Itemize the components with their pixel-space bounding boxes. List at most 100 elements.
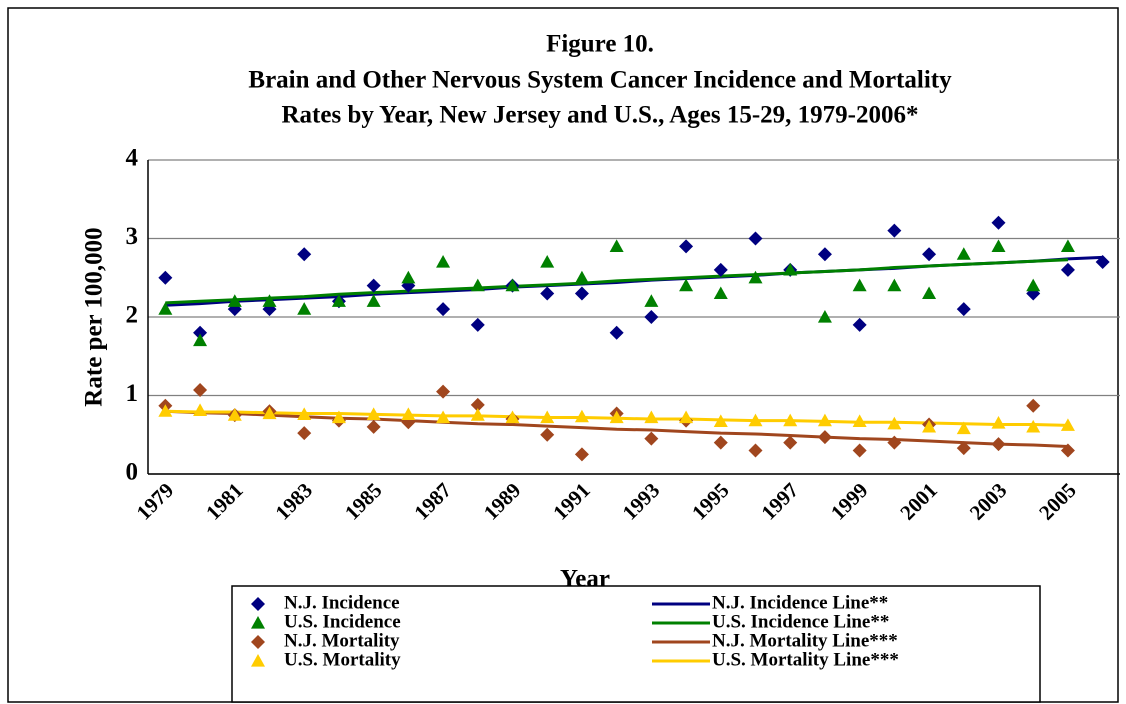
data-point [436,255,451,268]
data-point [852,414,867,428]
data-point [991,415,1006,429]
data-point [470,317,485,332]
legend-label: U.S. Incidence Line** [712,611,889,632]
data-point [193,325,208,340]
y-axis-label: Rate per 100,000 [81,227,108,406]
data-point [956,421,971,435]
legend-marker [251,635,265,649]
data-point [817,413,832,427]
legend-label: N.J. Mortality [284,630,400,651]
data-point [505,410,520,424]
data-point [1060,443,1075,458]
data-point [852,443,867,458]
legend-marker [251,597,265,611]
data-point [401,407,416,420]
data-point [679,278,694,292]
data-point [193,383,208,398]
data-point [991,239,1006,252]
y-tick-label: 4 [126,145,139,172]
legend-label: U.S. Mortality [284,649,401,670]
data-point [922,286,937,300]
data-point [644,410,659,424]
data-point [991,437,1006,452]
data-point [470,397,485,412]
data-point [956,247,971,260]
data-point [783,435,798,450]
y-tick-label: 1 [126,380,139,407]
data-point [783,262,798,276]
data-point [713,414,728,428]
data-point [922,247,937,262]
chart-title: Brain and Other Nervous System Cancer In… [248,67,952,94]
data-point [1095,255,1110,270]
chart-title: Rates by Year, New Jersey and U.S., Ages… [282,102,919,129]
data-point [366,278,381,293]
data-point [1060,239,1075,252]
data-point [679,410,694,424]
data-point [748,270,763,284]
data-point [366,294,381,307]
legend-box [231,585,1041,703]
data-point [956,441,971,456]
data-point [470,278,485,292]
data-point [887,435,902,450]
data-point [783,413,798,427]
data-point [748,231,763,246]
data-point [713,262,728,277]
data-point [713,286,728,300]
data-point [574,447,589,462]
chart-title: Figure 10. [546,31,654,58]
data-point [574,286,589,301]
data-point [436,384,451,399]
data-point [609,325,624,340]
data-point [540,286,555,301]
data-point [609,239,624,252]
data-point [1026,419,1041,433]
data-point [158,270,173,285]
y-tick-label: 3 [126,223,139,250]
data-point [574,409,589,423]
legend-label: N.J. Incidence Line** [712,592,888,613]
data-point [644,310,659,324]
trend-line [165,409,1068,449]
data-point [227,408,242,421]
legend-label: N.J. Incidence [284,592,400,613]
data-point [748,413,763,427]
data-point [505,278,520,292]
data-point [297,247,312,262]
data-point [297,426,312,441]
data-point [366,419,381,434]
data-point [644,294,659,307]
data-point [991,215,1006,230]
data-point [262,294,277,307]
data-point [297,302,312,315]
data-point [922,419,937,433]
data-point [887,223,902,238]
data-point [1026,398,1041,413]
data-point [817,310,832,323]
data-point [1060,418,1075,431]
legend-label: U.S. Incidence [284,611,401,632]
data-point [158,302,173,315]
data-point [1060,262,1075,277]
data-point [227,294,242,307]
data-point [817,430,832,445]
data-point [297,407,312,420]
legend-marker [251,654,265,667]
data-point [540,255,555,268]
data-point [193,333,208,347]
data-point [540,410,555,424]
data-point [193,403,208,417]
data-point [331,294,346,307]
data-point [817,247,832,262]
data-point [401,270,416,284]
legend-label: N.J. Mortality Line*** [712,630,898,651]
data-point [1026,278,1041,292]
data-point [609,410,624,424]
data-point [262,406,277,420]
data-point [540,427,555,442]
data-point [644,431,659,446]
trend-line [165,258,1068,305]
data-point [436,302,451,317]
